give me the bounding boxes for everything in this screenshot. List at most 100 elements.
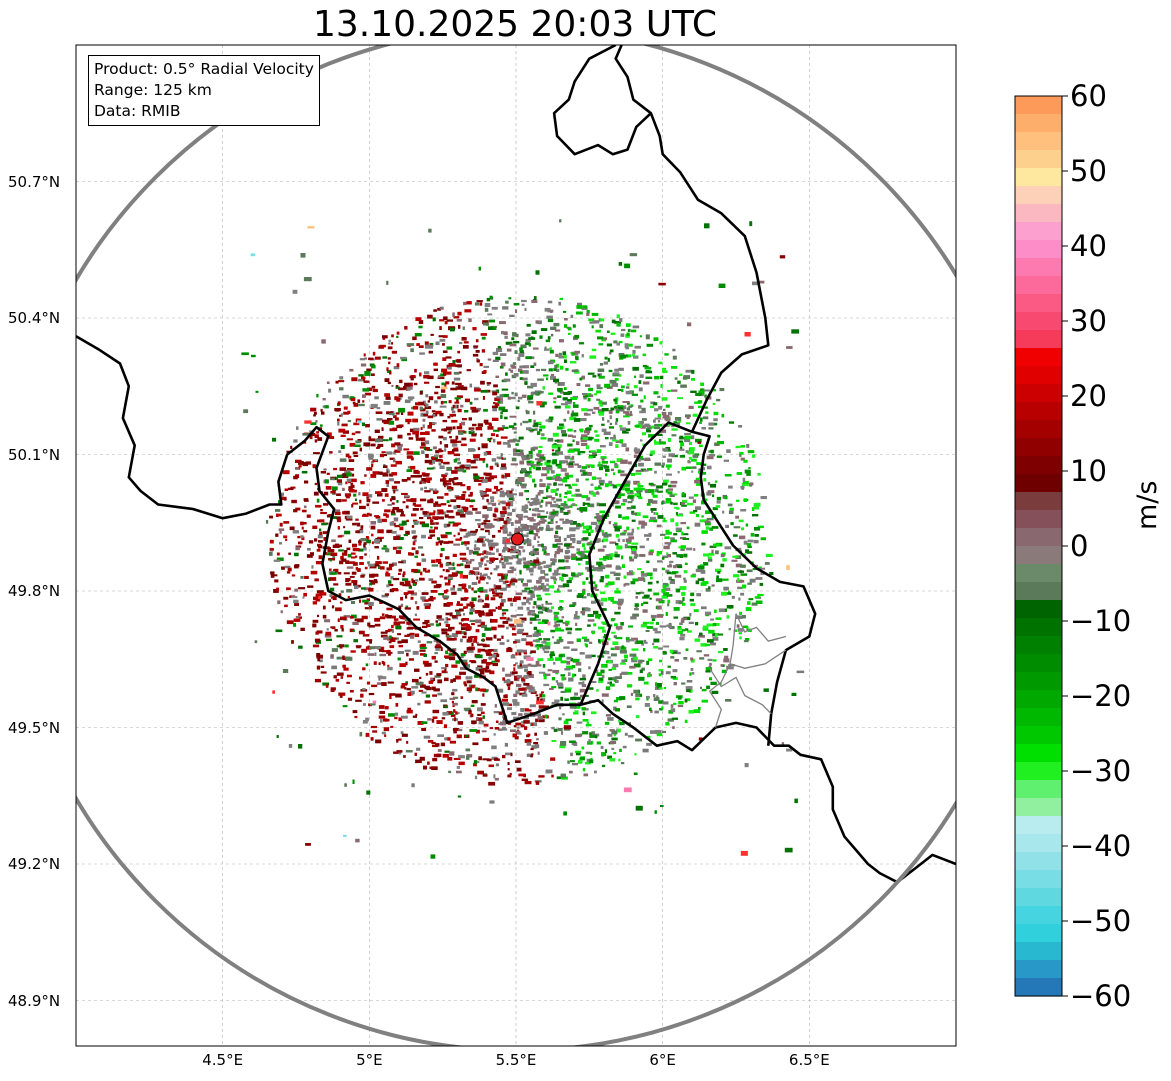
velocity-echo — [387, 664, 390, 667]
velocity-echo — [552, 497, 556, 500]
velocity-echo — [530, 391, 534, 396]
velocity-echo — [387, 628, 392, 632]
velocity-echo — [701, 427, 706, 430]
velocity-echo — [490, 499, 494, 502]
velocity-echo — [463, 650, 467, 654]
velocity-echo — [493, 733, 496, 736]
velocity-echo — [485, 637, 493, 641]
velocity-echo — [644, 459, 651, 461]
velocity-echo — [598, 318, 602, 322]
velocity-echo — [511, 568, 517, 571]
radar-site-marker[interactable] — [510, 532, 524, 546]
velocity-echo — [618, 758, 621, 762]
velocity-echo — [527, 560, 535, 564]
velocity-echo — [543, 638, 551, 641]
velocity-echo — [630, 581, 636, 585]
velocity-echo — [370, 737, 374, 741]
velocity-echo — [419, 498, 427, 502]
velocity-echo — [444, 737, 448, 741]
velocity-echo — [470, 636, 476, 639]
velocity-echo — [452, 312, 455, 317]
velocity-echo — [345, 469, 351, 474]
velocity-echo — [442, 343, 445, 346]
velocity-echo — [505, 752, 512, 756]
velocity-echo — [643, 621, 650, 624]
velocity-echo — [631, 648, 639, 651]
velocity-echo — [660, 805, 664, 808]
velocity-echo — [437, 679, 443, 684]
velocity-echo — [582, 590, 586, 595]
velocity-echo — [419, 372, 422, 377]
velocity-echo — [532, 639, 540, 642]
velocity-echo — [705, 670, 711, 673]
velocity-echo — [685, 628, 689, 631]
velocity-echo — [464, 589, 469, 593]
velocity-echo — [500, 467, 505, 470]
velocity-echo — [391, 562, 397, 566]
velocity-echo — [740, 564, 746, 568]
velocity-echo — [537, 458, 543, 462]
velocity-echo — [421, 553, 425, 556]
velocity-echo — [400, 715, 408, 719]
velocity-echo — [624, 582, 630, 586]
velocity-echo — [582, 543, 585, 548]
velocity-echo — [419, 517, 424, 520]
velocity-echo — [516, 560, 522, 565]
velocity-echo — [563, 720, 569, 725]
velocity-echo — [624, 545, 632, 549]
velocity-echo — [494, 757, 499, 761]
velocity-echo — [530, 573, 534, 576]
velocity-echo — [674, 377, 678, 380]
velocity-echo — [639, 669, 643, 674]
velocity-echo — [412, 541, 416, 546]
velocity-echo — [544, 593, 551, 596]
velocity-echo — [662, 701, 669, 705]
colorbar-tick-label: 20 — [1070, 379, 1107, 413]
velocity-echo — [439, 306, 444, 310]
velocity-echo — [478, 562, 483, 565]
velocity-echo — [333, 568, 339, 573]
velocity-echo — [605, 531, 608, 534]
velocity-echo — [410, 592, 417, 596]
colorbar-segment — [1015, 762, 1062, 781]
velocity-echo — [368, 625, 375, 628]
velocity-echo — [531, 664, 538, 667]
velocity-echo — [511, 671, 518, 675]
velocity-echo — [279, 522, 283, 527]
velocity-echo — [488, 764, 494, 768]
velocity-echo — [522, 420, 529, 424]
velocity-echo — [600, 597, 608, 602]
velocity-echo — [553, 500, 557, 503]
velocity-echo — [542, 386, 545, 390]
velocity-echo — [606, 343, 612, 347]
velocity-echo — [517, 356, 521, 361]
velocity-echo — [552, 475, 556, 479]
velocity-echo — [558, 559, 565, 563]
velocity-echo — [615, 708, 620, 712]
velocity-echo — [608, 521, 611, 525]
velocity-echo — [422, 511, 428, 515]
velocity-echo — [331, 665, 337, 670]
velocity-echo — [464, 430, 467, 434]
velocity-echo — [567, 760, 570, 764]
velocity-echo — [427, 400, 430, 403]
velocity-echo — [342, 430, 349, 434]
velocity-echo — [511, 365, 517, 369]
velocity-echo — [446, 635, 452, 638]
velocity-echo — [509, 439, 516, 443]
velocity-echo — [303, 498, 309, 501]
velocity-echo — [455, 511, 461, 516]
velocity-echo — [284, 565, 291, 569]
velocity-echo — [556, 488, 559, 491]
velocity-echo — [559, 493, 562, 498]
velocity-echo — [519, 349, 524, 353]
velocity-echo — [499, 560, 502, 564]
velocity-echo — [348, 486, 353, 489]
velocity-echo — [340, 625, 344, 629]
velocity-echo — [540, 328, 548, 331]
velocity-echo — [314, 439, 318, 443]
velocity-echo — [357, 529, 364, 534]
velocity-echo — [363, 380, 370, 383]
velocity-echo — [389, 457, 395, 460]
velocity-echo — [629, 410, 632, 414]
